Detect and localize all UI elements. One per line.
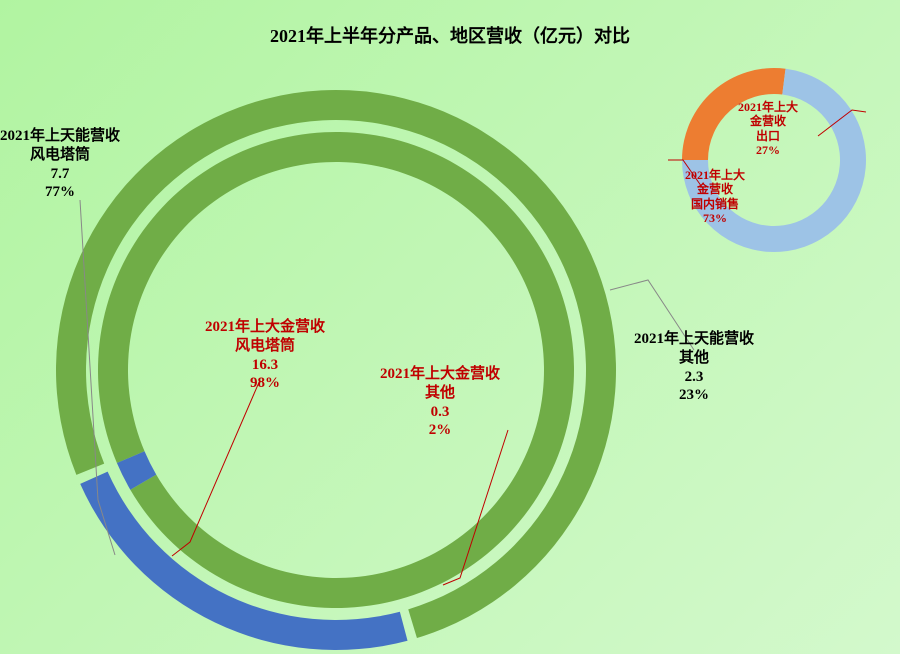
lab-export-l1: 金营收 xyxy=(750,114,786,128)
lab-tn-wind-l2: 7.7 xyxy=(51,166,70,182)
lab-dj-wind-l1: 风电塔筒 xyxy=(235,338,295,354)
lab-export-l0: 2021年上大 xyxy=(738,100,798,114)
lab-domestic-l1: 金营收 xyxy=(697,182,733,196)
lab-domestic-l0: 2021年上大 xyxy=(685,168,745,182)
lab-dj-wind-l0: 2021年上大金营收 xyxy=(205,319,325,335)
lab-dj-other-l3: 2% xyxy=(429,422,452,438)
lab-export-l3: 27% xyxy=(756,143,780,157)
inner-wind xyxy=(98,132,574,608)
lab-export: 2021年上大金营收出口27% xyxy=(708,100,828,158)
lab-tn-wind-l3: 77% xyxy=(45,184,75,200)
lab-dj-wind-l2: 16.3 xyxy=(252,357,278,373)
lab-tn-other-l3: 23% xyxy=(679,387,709,403)
lab-domestic-l2: 国内销售 xyxy=(691,197,739,211)
lab-tn-other-l1: 其他 xyxy=(679,350,709,366)
lab-domestic-l3: 73% xyxy=(703,211,727,225)
lab-dj-other-l2: 0.3 xyxy=(431,404,450,420)
lab-tn-other-l2: 2.3 xyxy=(685,369,704,385)
chart-svg xyxy=(0,0,900,654)
chart-canvas: 2021年上半年分产品、地区营收（亿元）对比 2021年上天能营收风电塔筒7.7… xyxy=(0,0,900,654)
lab-tn-other-l0: 2021年上天能营收 xyxy=(634,331,754,347)
lab-export-l2: 出口 xyxy=(756,129,780,143)
chart-title: 2021年上半年分产品、地区营收（亿元）对比 xyxy=(0,22,900,48)
lab-dj-other-l1: 其他 xyxy=(425,385,455,401)
lab-dj-other-l0: 2021年上大金营收 xyxy=(380,366,500,382)
lab-tn-wind-l1: 风电塔筒 xyxy=(30,147,90,163)
lab-tn-wind: 2021年上天能营收风电塔筒 7.7 77% xyxy=(0,127,120,202)
lab-dj-wind: 2021年上大金营收风电塔筒 16.3 98% xyxy=(205,318,325,393)
lab-domestic: 2021年上大金营收国内销售73% xyxy=(655,168,775,226)
lab-dj-wind-l3: 98% xyxy=(250,375,280,391)
lab-tn-wind-l0: 2021年上天能营收 xyxy=(0,128,120,144)
lab-dj-other: 2021年上大金营收其他 0.3 2% xyxy=(380,365,500,440)
lab-tn-other: 2021年上天能营收其他 2.3 23% xyxy=(634,330,754,405)
